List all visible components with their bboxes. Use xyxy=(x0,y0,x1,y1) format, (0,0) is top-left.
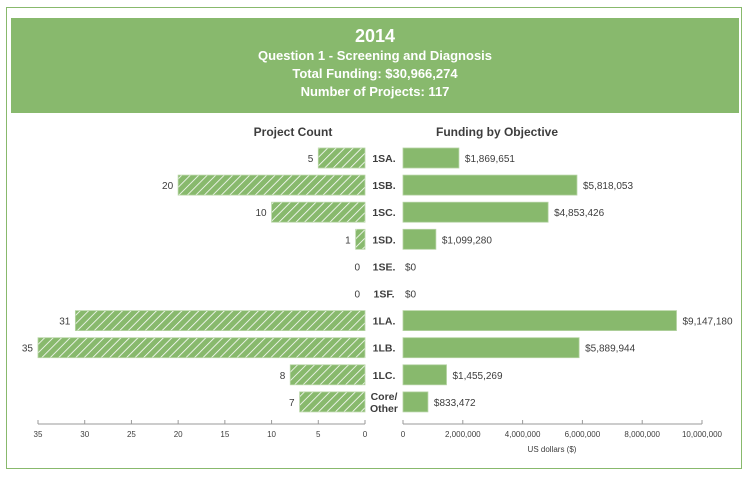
category-label: 1SB. xyxy=(372,180,395,192)
funding-axis-label: US dollars ($) xyxy=(528,445,577,454)
funding-value-label: $9,147,180 xyxy=(683,317,733,328)
header-year: 2014 xyxy=(354,26,396,46)
funding-bar xyxy=(402,228,437,250)
project-count-tick-label: 25 xyxy=(127,430,136,439)
project-count-value-label: 7 xyxy=(289,398,295,409)
project-count-bar xyxy=(317,147,366,169)
category-label: Other xyxy=(370,403,398,415)
funding-value-label: $833,472 xyxy=(434,398,476,409)
project-count-bar xyxy=(299,391,366,413)
funding-bar xyxy=(402,147,460,169)
project-count-value-label: 0 xyxy=(354,290,360,301)
project-count-value-label: 31 xyxy=(59,317,71,328)
funding-tick-label: 0 xyxy=(401,430,406,439)
project-count-title: Project Count xyxy=(254,125,333,139)
funding-axis: 0 2,000,000 4,000,000 6,000,000 8,000,000 10,… xyxy=(401,420,723,439)
funding-value-label: $5,889,944 xyxy=(585,344,635,355)
header-total-funding: Total Funding: $30,966,274 xyxy=(292,66,458,81)
funding-value-label: $4,853,426 xyxy=(554,208,604,219)
funding-tick-label: 6,000,000 xyxy=(565,430,601,439)
project-count-value-label: 8 xyxy=(280,371,286,382)
funding-value-label: $1,455,269 xyxy=(453,371,503,382)
category-label: 1SA. xyxy=(372,153,395,165)
project-count-tick-label: 20 xyxy=(174,430,183,439)
project-count-axis: 35 30 25 20 15 10 5 0 xyxy=(34,420,368,439)
project-count-tick-label: 0 xyxy=(363,430,368,439)
funding-value-label: $0 xyxy=(405,290,417,301)
funding-bar xyxy=(402,174,578,196)
funding-tick-label: 4,000,000 xyxy=(505,430,541,439)
project-count-tick-label: 30 xyxy=(80,430,89,439)
project-count-bar xyxy=(271,201,366,223)
header-num-projects: Number of Projects: 117 xyxy=(300,84,450,99)
project-count-bar xyxy=(37,337,366,359)
category-label: 1SF. xyxy=(373,289,394,301)
funding-bar xyxy=(402,337,580,359)
funding-value-label: $1,099,280 xyxy=(442,235,492,246)
category-label: 1LC. xyxy=(373,370,396,382)
project-count-value-label: 35 xyxy=(22,344,34,355)
project-count-tick-label: 15 xyxy=(220,430,229,439)
project-count-bar xyxy=(177,174,366,196)
project-count-tick-label: 35 xyxy=(34,430,43,439)
funding-tick-label: 10,000,000 xyxy=(682,430,723,439)
funding-value-label: $5,818,053 xyxy=(583,181,633,192)
category-label: 1LB. xyxy=(373,343,396,355)
header-subtitle: Question 1 - Screening and Diagnosis xyxy=(257,48,493,63)
funding-tick-label: 8,000,000 xyxy=(624,430,660,439)
funding-bar xyxy=(402,310,677,332)
category-labels: 1SA. 1SB. 1SC. 1SD. 1SE. 1SF. 1LA. 1LB. 1LC. Core… xyxy=(370,153,398,415)
category-label: 1SD. xyxy=(372,234,395,246)
category-label: 1LA. xyxy=(373,316,396,328)
project-count-bar xyxy=(74,310,366,332)
project-count-value-label: 0 xyxy=(354,262,360,273)
project-count-tick-label: 5 xyxy=(316,430,321,439)
funding-bars: $1,869,651 $5,818,053 $4,853,426 $1,099,280… xyxy=(402,147,733,413)
category-label: 1SC. xyxy=(372,207,395,219)
project-count-tick-label: 10 xyxy=(267,430,276,439)
funding-value-label: $1,869,651 xyxy=(465,154,515,165)
category-label: 1SE. xyxy=(373,261,396,273)
project-count-value-label: 20 xyxy=(162,181,174,192)
funding-value-label: $0 xyxy=(405,262,417,273)
funding-bar xyxy=(402,364,447,386)
project-count-bar xyxy=(355,228,366,250)
project-count-value-label: 5 xyxy=(308,154,314,165)
funding-bar xyxy=(402,391,429,413)
category-label: Core/ xyxy=(371,391,398,403)
funding-tick-label: 2,000,000 xyxy=(445,430,481,439)
project-count-value-label: 1 xyxy=(345,235,351,246)
chart-header: 2014 Question 1 - Screening and Diagnosi… xyxy=(11,18,739,113)
chart-frame xyxy=(6,7,742,469)
project-count-bar xyxy=(289,364,366,386)
funding-title: Funding by Objective xyxy=(436,125,558,139)
project-count-value-label: 10 xyxy=(255,208,267,219)
funding-bar xyxy=(402,201,549,223)
